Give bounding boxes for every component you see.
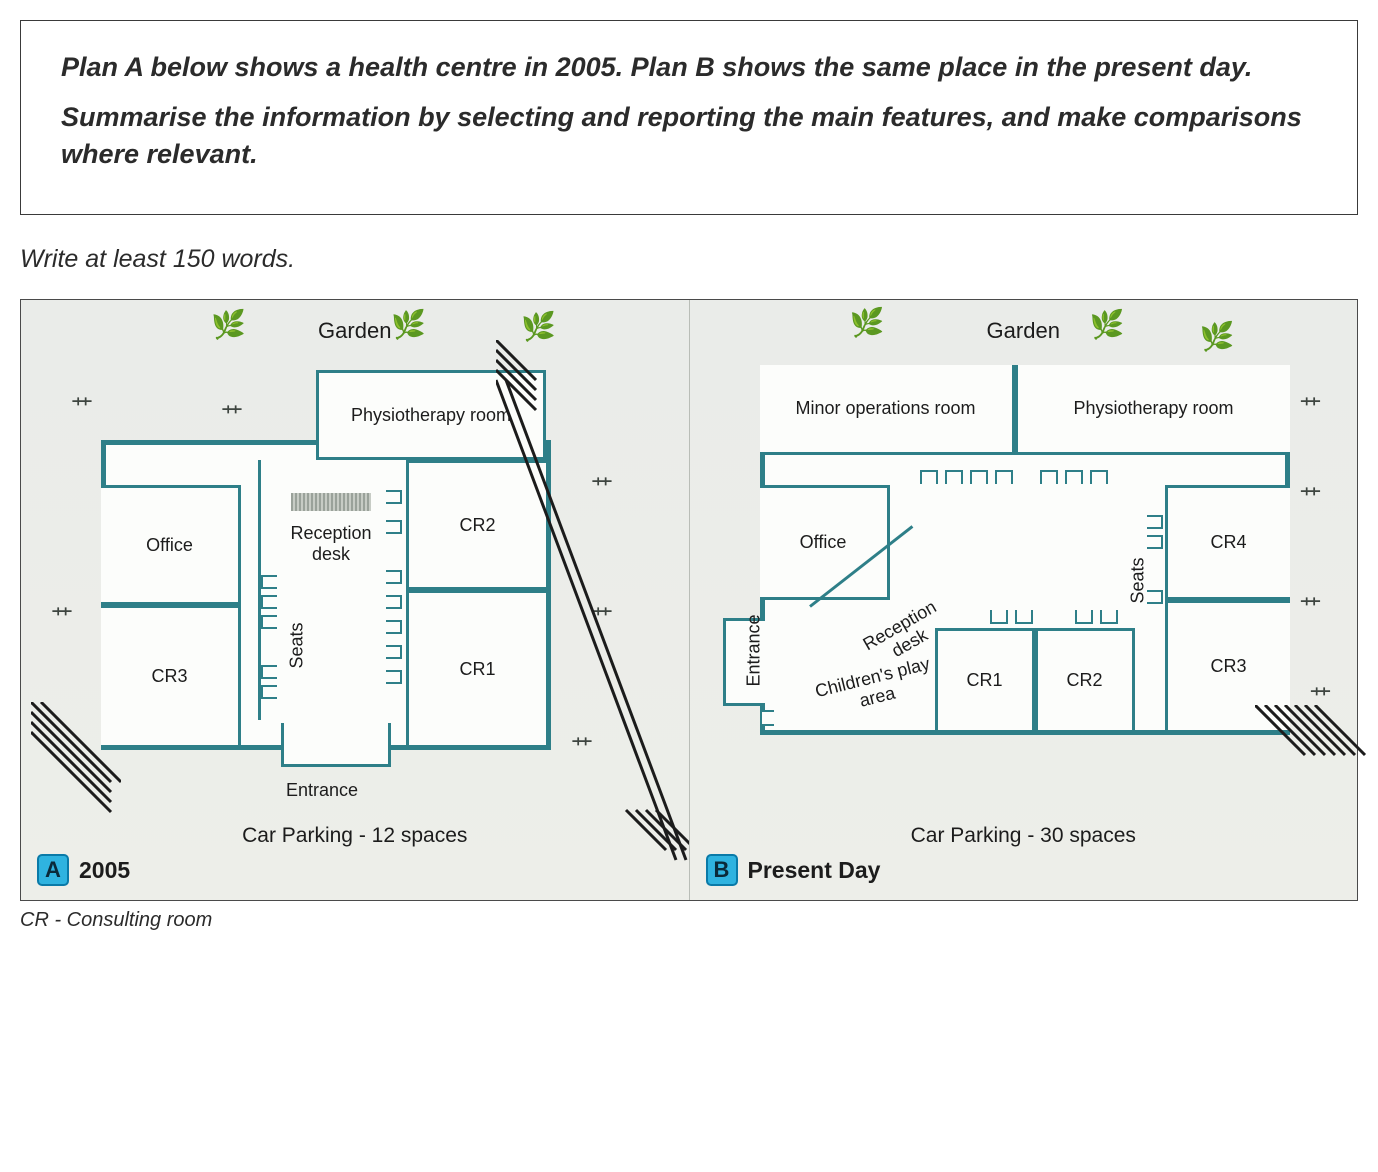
- cr4-b: CR4: [1165, 485, 1290, 600]
- cr3-a: CR3: [101, 605, 241, 745]
- plan-a-canvas: Garden 🌿 🌿 🌿 ⺾ ⺾ ⺾ ⺾ ⺾ ⺾ Physiotherapy r…: [31, 310, 679, 890]
- plan-letter-a: A: [37, 854, 69, 886]
- cr2-b: CR2: [1035, 628, 1135, 730]
- cr1-b: CR1: [935, 628, 1035, 730]
- grass-icon: ⺾: [71, 390, 93, 422]
- cr1-label-a: CR1: [459, 659, 495, 680]
- seat-icon: [261, 615, 277, 629]
- plant-icon: 🌿: [1200, 320, 1235, 353]
- seat-icon: [1015, 610, 1033, 624]
- grass-icon: ⺾: [1300, 390, 1322, 422]
- grass-icon: ⺾: [1300, 480, 1322, 512]
- building-a: Physiotherapy room Office CR3 CR2 CR1: [101, 440, 551, 750]
- seat-icon: [386, 490, 402, 504]
- prompt-line-1: Plan A below shows a health centre in 20…: [61, 49, 1317, 85]
- seat-icon: [261, 665, 277, 679]
- seat-icon: [1040, 470, 1058, 484]
- office-a: Office: [101, 485, 241, 605]
- plant-icon: 🌿: [211, 308, 246, 341]
- entrance-label-b: Entrance: [743, 615, 764, 687]
- reception-desk-shade-a: [291, 493, 371, 511]
- plan-b-canvas: Garden 🌿 🌿 🌿 ⺾ ⺾ ⺾ ⺾ Minor operations ro…: [700, 310, 1348, 890]
- plan-letter-b: B: [706, 854, 738, 886]
- seat-icon: [1075, 610, 1093, 624]
- office-label-a: Office: [146, 535, 193, 556]
- cr3-label-a: CR3: [151, 666, 187, 687]
- seat-icon: [970, 470, 988, 484]
- plan-a: Garden 🌿 🌿 🌿 ⺾ ⺾ ⺾ ⺾ ⺾ ⺾ Physiotherapy r…: [21, 300, 689, 900]
- garden-label-b: Garden: [700, 318, 1348, 344]
- seat-icon: [990, 610, 1008, 624]
- seat-icon: [945, 470, 963, 484]
- minor-ops-label: Minor operations room: [795, 398, 975, 419]
- grass-icon: ⺾: [1300, 590, 1322, 622]
- parking-caption-b: Car Parking - 30 spaces: [700, 824, 1348, 848]
- footnote: CR - Consulting room: [20, 909, 1358, 932]
- seat-icon: [386, 620, 402, 634]
- entrance-label-a: Entrance: [286, 780, 358, 801]
- seat-icon: [1147, 535, 1163, 549]
- seat-icon: [1090, 470, 1108, 484]
- prompt-line-2: Summarise the information by selecting a…: [61, 99, 1317, 172]
- minor-ops-room: Minor operations room: [760, 365, 1015, 455]
- reception-label-a: Reception desk: [281, 523, 381, 564]
- physio-room-b: Physiotherapy room: [1015, 365, 1290, 455]
- office-label-b: Office: [800, 532, 847, 553]
- seat-icon: [1065, 470, 1083, 484]
- seat-icon: [261, 595, 277, 609]
- seat-icon: [1100, 610, 1118, 624]
- cr1-label-b: CR1: [966, 670, 1002, 691]
- physio-label-a: Physiotherapy room: [351, 405, 511, 427]
- plant-icon: 🌿: [521, 310, 556, 343]
- plant-icon: 🌿: [391, 308, 426, 341]
- plan-b: Garden 🌿 🌿 🌿 ⺾ ⺾ ⺾ ⺾ Minor operations ro…: [689, 300, 1358, 900]
- seat-icon: [1147, 590, 1163, 604]
- plan-tag-a: A 2005: [37, 854, 130, 886]
- seat-icon: [1147, 515, 1163, 529]
- prompt-box: Plan A below shows a health centre in 20…: [20, 20, 1358, 215]
- road-hatch-b: [1255, 705, 1375, 765]
- seat-icon: [995, 470, 1013, 484]
- cr4-label-b: CR4: [1210, 532, 1246, 553]
- plan-year-a: 2005: [79, 857, 130, 884]
- plan-year-b: Present Day: [748, 857, 881, 884]
- plant-icon: 🌿: [1090, 308, 1125, 341]
- road-hatch-right: [496, 340, 696, 870]
- seat-icon: [386, 670, 402, 684]
- instruction-text: Write at least 150 words.: [20, 245, 1358, 274]
- road-hatch-left: [31, 702, 121, 822]
- seats-label-a: Seats: [287, 623, 308, 669]
- entrance-vestibule-a: [281, 723, 391, 767]
- seat-icon: [261, 685, 277, 699]
- seat-icon: [760, 710, 774, 726]
- seat-icon: [386, 520, 402, 534]
- wall-segment: [258, 460, 261, 720]
- parking-caption-a: Car Parking - 12 spaces: [31, 824, 679, 848]
- seat-icon: [261, 575, 277, 589]
- seat-icon: [386, 645, 402, 659]
- plans-container: Garden 🌿 🌿 🌿 ⺾ ⺾ ⺾ ⺾ ⺾ ⺾ Physiotherapy r…: [20, 299, 1358, 901]
- seat-icon: [386, 570, 402, 584]
- plan-tag-b: B Present Day: [706, 854, 881, 886]
- seat-icon: [386, 595, 402, 609]
- seat-icon: [920, 470, 938, 484]
- office-b: Office: [760, 485, 890, 600]
- grass-icon: ⺾: [51, 600, 73, 632]
- cr2-label-b: CR2: [1066, 670, 1102, 691]
- cr3-label-b: CR3: [1210, 656, 1246, 677]
- cr2-label-a: CR2: [459, 515, 495, 536]
- plant-icon: 🌿: [850, 306, 885, 339]
- building-b: Minor operations room Physiotherapy room…: [760, 365, 1290, 735]
- physio-label-b: Physiotherapy room: [1073, 398, 1233, 419]
- grass-icon: ⺾: [221, 398, 243, 430]
- seats-label-b: Seats: [1127, 558, 1148, 604]
